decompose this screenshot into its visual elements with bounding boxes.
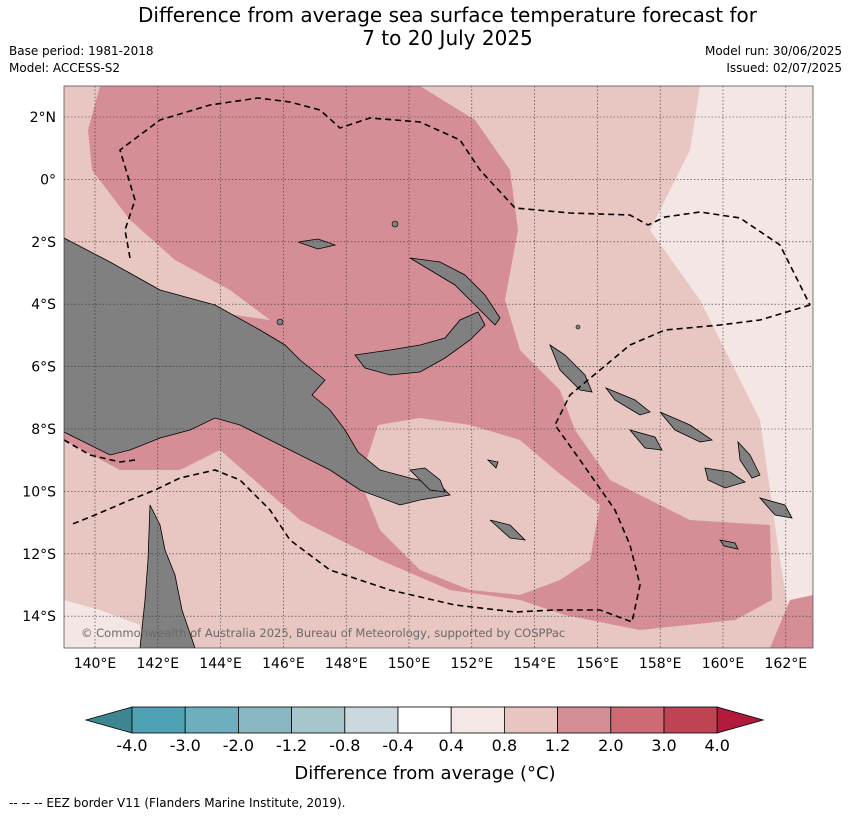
issued-date: Issued: 02/07/2025 [726,61,842,75]
footer-note: -- -- -- EEZ border V11 (Flanders Marine… [9,796,346,810]
land-trobriand [486,459,499,469]
land-guadalcanal [704,467,746,489]
anomaly-region-0-4-to-0-8-southwest [64,600,140,648]
model-run: Model run: 30/06/2025 [704,44,842,58]
longitude-label: 156°E [576,656,619,672]
longitude-label: 160°E [702,656,745,672]
colorbar-tick-label: -1.2 [276,736,307,755]
chart-title: Difference from average sea surface temp… [0,4,850,50]
colorbar-tick-label: -0.8 [329,736,360,755]
base-period: Base period: 1981-2018 [9,44,154,58]
longitude-label: 150°E [388,656,431,672]
latitude-label: 12°S [22,547,56,563]
colorbar-swatch [237,706,292,734]
colorbar-swatch [503,706,558,734]
land-cape-york [139,504,196,648]
map-area: © Commonwealth of Australia 2025, Bureau… [64,86,813,648]
longitude-label: 148°E [325,656,368,672]
land-small-island [391,220,399,228]
colorbar-swatch [557,706,612,734]
land-santa-isabel [659,411,714,443]
map-frame [63,85,814,649]
colorbar: -4.0 -3.0 -2.0 -1.2 -0.8 -0.4 0.4 0.8 1.2 2.0 3.0 4… [84,706,765,755]
longitude-labels: 140°E 142°E 144°E 146°E 148°E 150°E 152°E 154°E… [74,656,807,672]
latitude-label: 0° [40,172,56,188]
colorbar-swatch [184,706,239,734]
anomaly-region-southeast-corner [770,595,813,648]
colorbar-tick-label: 1.2 [545,736,570,755]
eez-border-north [119,97,811,306]
title-line-1: Difference from average sea surface temp… [137,3,757,27]
model-name: Model: ACCESS-S2 [9,61,121,75]
colorbar-tick-label: -3.0 [170,736,201,755]
longitude-label: 158°E [639,656,682,672]
eez-border-west [64,439,136,463]
longitude-label: 144°E [199,656,242,672]
colorbar-arrow-low [84,706,133,734]
land-new-georgia [628,429,663,451]
land-new-guinea [64,237,451,506]
colorbar-tick-label: 3.0 [651,736,676,755]
colorbar-tick-label: 0.8 [492,736,517,755]
longitude-label: 152°E [451,656,494,672]
colorbar-title: Difference from average (°C) [294,763,556,784]
latitude-label: 6°S [31,360,56,376]
land-makira [758,497,793,519]
latitude-label: 4°S [31,297,56,313]
model-info: Base period: 1981-2018 Model: ACCESS-S2 [9,43,154,77]
land-manus [297,238,337,250]
anomaly-region-0-4-to-0-8-east [650,86,813,648]
colorbar-tick-label: -2.0 [223,736,254,755]
colorbar-arrow-high [716,706,765,734]
latitude-label: 2°S [31,235,56,251]
land-malaita [737,440,761,479]
latitude-label: 2°N [30,110,56,126]
latitude-label: 8°S [31,422,56,438]
title-line-2: 7 to 20 July 2025 [362,26,533,50]
latitude-labels: 2°N 0° 2°S 4°S 6°S 8°S 10°S 12°S 14°S [22,110,56,625]
map-figure: © Commonwealth of Australia 2025, Bureau… [22,85,814,755]
colorbar-swatch [291,706,346,734]
land-louisiade [489,519,527,541]
land-choiseul [604,387,651,416]
anomaly-patch-0-8-to-1-2 [360,418,600,595]
colorbar-swatch [450,706,505,734]
colorbar-swatch [344,706,399,734]
colorbar-swatch [131,706,186,734]
copyright-notice: © Commonwealth of Australia 2025, Bureau… [81,626,565,640]
land-rennell [719,539,739,550]
colorbar-tick-label: -0.4 [382,736,413,755]
graticule [64,86,813,648]
run-info: Model run: 30/06/2025 Issued: 02/07/2025 [705,43,842,77]
land-small-island [276,318,284,326]
longitude-label: 154°E [513,656,556,672]
colorbar-swatch [663,706,718,734]
land-new-ireland [409,257,501,326]
colorbar-tick-label: 0.4 [438,736,463,755]
longitude-label: 146°E [262,656,305,672]
land-bougainville [549,343,593,393]
colorbar-tick-label: -4.0 [116,736,147,755]
longitude-label: 140°E [74,656,117,672]
latitude-label: 10°S [22,484,56,500]
land-dentrecasteaux [409,467,446,493]
anomaly-region-coral-sea [140,470,310,648]
colorbar-tick-label: 4.0 [704,736,729,755]
colorbar-tick-label: 2.0 [598,736,623,755]
anomaly-region-northwest [64,86,270,320]
colorbar-swatch [610,706,665,734]
land-new-britain [354,311,486,376]
latitude-label: 14°S [22,609,56,625]
longitude-label: 162°E [765,656,808,672]
colorbar-swatch [397,706,452,734]
land-small-island [575,324,581,330]
longitude-label: 142°E [137,656,180,672]
eez-border-south [69,304,811,624]
